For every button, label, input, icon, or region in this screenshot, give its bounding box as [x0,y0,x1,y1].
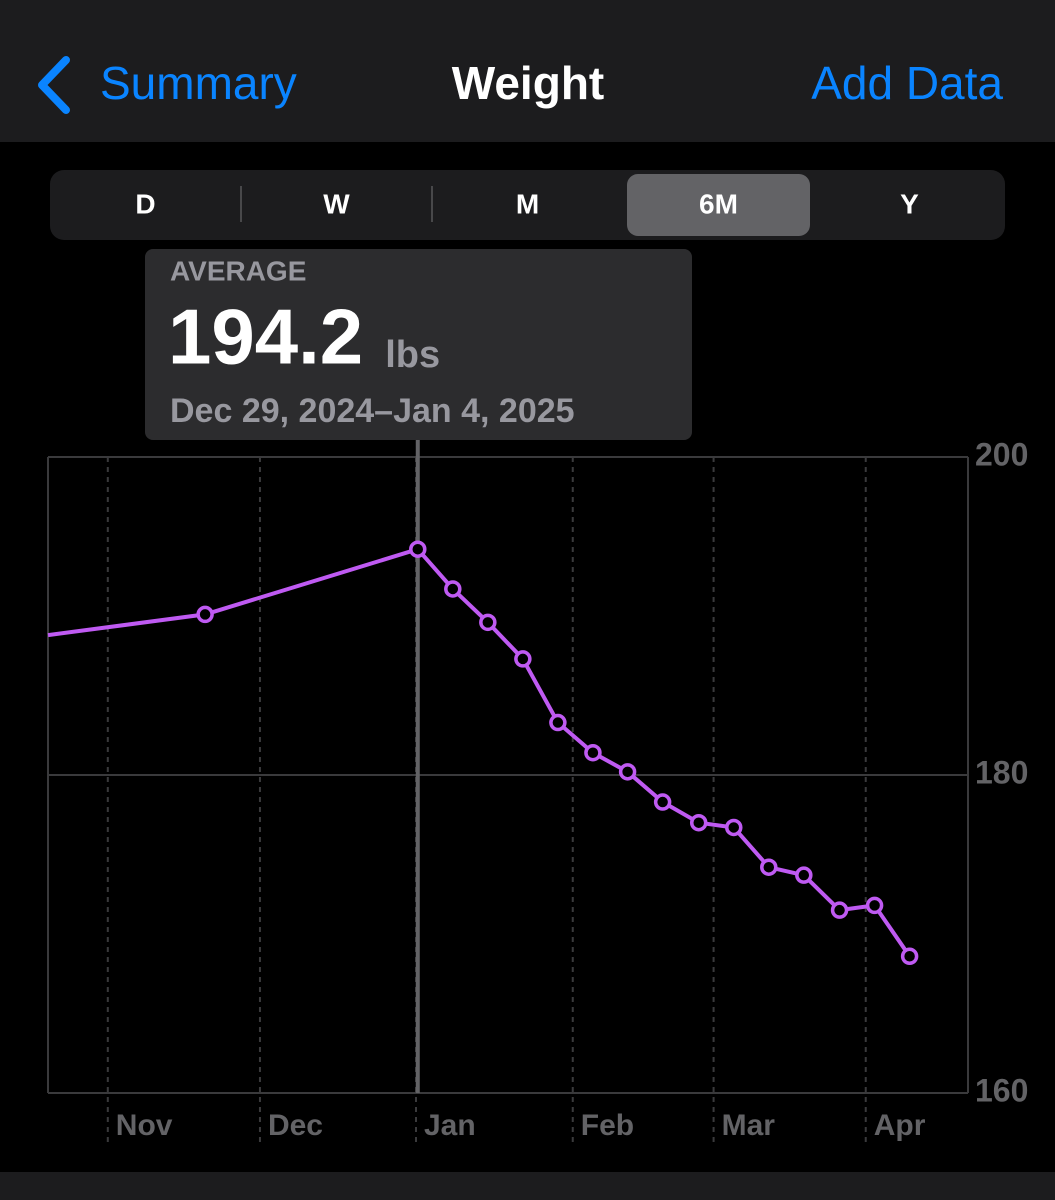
data-point [196,605,214,624]
data-point [409,540,427,558]
segment-option[interactable]: M [516,188,539,219]
callout-unit: lbs [385,334,440,376]
data-point [725,818,743,837]
nav-title: Weight [452,57,604,109]
data-point [549,713,567,732]
data-point [689,813,708,832]
back-button[interactable]: Summary [100,57,297,109]
callout-label: AVERAGE [170,255,306,286]
x-tick-label: Mar [722,1109,776,1142]
back-chevron[interactable] [38,56,70,114]
data-point [479,613,497,632]
x-tick-label: Dec [268,1109,323,1142]
data-point [795,866,813,884]
x-tick-label: Feb [581,1109,634,1142]
y-tick-label: 180 [975,754,1028,790]
segment-option[interactable]: 6M [699,188,738,219]
bottom-bar [0,1172,1055,1200]
y-tick-label: 200 [975,436,1028,472]
segment-option[interactable]: Y [900,188,919,219]
y-tick-label: 160 [975,1072,1028,1108]
x-tick-label: Apr [874,1109,926,1142]
segment-selected [627,174,810,236]
data-point [584,743,602,762]
callout-value: 194.2 [168,293,363,381]
callout [145,249,692,440]
data-point [514,650,532,668]
data-point [760,858,778,876]
data-point [900,947,919,966]
x-tick-label: Nov [116,1109,173,1142]
data-point [653,793,672,811]
weight-line [47,547,912,958]
data-point [618,763,637,781]
segment-option[interactable]: D [135,188,155,219]
nav-bar [0,0,1055,142]
callout-range: Dec 29, 2024–Jan 4, 2025 [170,392,575,430]
add-data-button[interactable]: Add Data [811,57,1003,109]
data-point [444,580,462,598]
segment-option[interactable]: W [323,188,350,219]
data-point [865,896,884,915]
x-tick-label: Jan [424,1109,476,1142]
data-point [830,901,849,919]
